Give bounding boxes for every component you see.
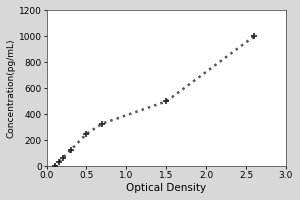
Y-axis label: Concentration(pg/mL): Concentration(pg/mL) [7,39,16,138]
X-axis label: Optical Density: Optical Density [126,183,206,193]
